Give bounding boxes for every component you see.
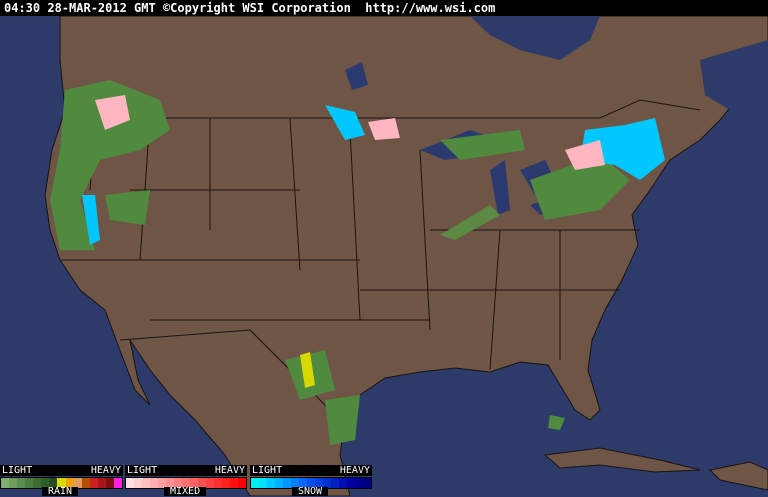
legend-swatch (126, 478, 134, 488)
legend-color-bar (250, 477, 372, 489)
legend-snow: LIGHT HEAVY SNOW (250, 465, 372, 497)
legend-swatch (206, 478, 214, 488)
legend-swatch (315, 478, 323, 488)
legend-swatch (134, 478, 142, 488)
legend-name: MIXED (164, 487, 207, 497)
legend-name: RAIN (42, 487, 79, 497)
legend-swatch (355, 478, 363, 488)
legend-swatch (17, 478, 26, 488)
legend-swatch (299, 478, 307, 488)
gulf-of-st-lawrence (700, 40, 768, 110)
legend-color-bar (125, 477, 247, 489)
legend-swatch (291, 478, 299, 488)
source-url[interactable]: http://www.wsi.com (365, 1, 496, 15)
legend-swatch (57, 478, 66, 488)
legend-name: SNOW (292, 487, 329, 497)
legend-swatch (150, 478, 158, 488)
legend-swatch (65, 478, 74, 488)
legend-swatch (105, 478, 114, 488)
legend-swatch (331, 478, 339, 488)
legend-swatch (251, 478, 259, 488)
legend-swatch (158, 478, 166, 488)
hudson-bay (470, 16, 600, 60)
legend-swatch (347, 478, 355, 488)
legend-swatch (363, 478, 371, 488)
precipitation (50, 80, 665, 445)
legend-swatch (97, 478, 106, 488)
legend-swatch (174, 478, 182, 488)
legend-swatch (166, 478, 174, 488)
legend-swatch (230, 478, 238, 488)
legend-swatch (182, 478, 190, 488)
legend-swatch (33, 478, 42, 488)
legend-swatch (339, 478, 347, 488)
legend-light-label: LIGHT (2, 465, 33, 476)
legend-swatch (190, 478, 198, 488)
hispaniola (708, 461, 768, 491)
legend-swatch (89, 478, 98, 488)
header-bar: 04:30 28-MAR-2012 GMT ©Copyright WSI Cor… (0, 0, 768, 16)
legend-swatch (81, 478, 90, 488)
timestamp: 04:30 28-MAR-2012 GMT (4, 1, 156, 15)
legend-swatch (283, 478, 291, 488)
legend-swatch (238, 478, 246, 488)
cuba (543, 447, 701, 473)
legend-swatch (275, 478, 283, 488)
legend-heavy-label: HEAVY (339, 465, 370, 476)
legend-swatch (1, 478, 10, 488)
legend-swatch (41, 478, 50, 488)
legend-swatch (214, 478, 222, 488)
legend-light-label: LIGHT (252, 465, 283, 476)
legend-swatch (267, 478, 275, 488)
legend-heavy-label: HEAVY (214, 465, 245, 476)
legend-swatch (25, 478, 34, 488)
legend-swatch (259, 478, 267, 488)
legend-swatch (9, 478, 18, 488)
legend-swatch (73, 478, 82, 488)
legend-heavy-label: HEAVY (90, 465, 121, 476)
legend-mixed: LIGHT HEAVY MIXED (125, 465, 247, 497)
legend-rain: LIGHT HEAVY RAIN (0, 465, 123, 497)
copyright: ©Copyright WSI Corporation (162, 1, 351, 15)
legend-swatch (113, 478, 122, 488)
legend-swatch (323, 478, 331, 488)
legend-swatch (307, 478, 315, 488)
legend-light-label: LIGHT (127, 465, 158, 476)
legend-swatch (49, 478, 58, 488)
legend-swatch (222, 478, 230, 488)
legend-swatch (198, 478, 206, 488)
legend-swatch (142, 478, 150, 488)
